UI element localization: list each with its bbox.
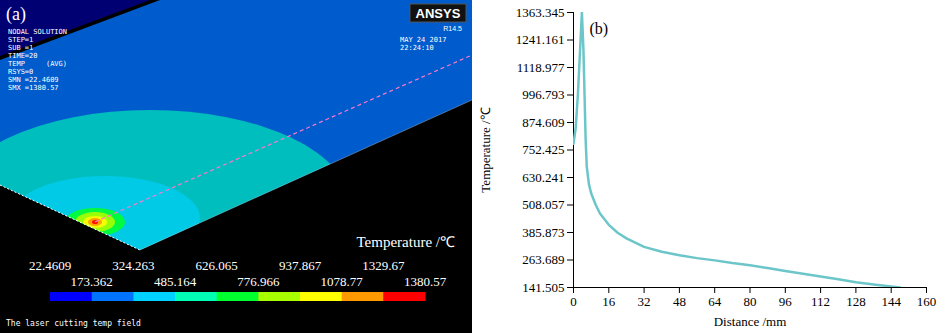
svg-text:48: 48 bbox=[673, 294, 686, 309]
svg-text:874.609: 874.609 bbox=[522, 115, 564, 130]
svg-text:385.873: 385.873 bbox=[522, 225, 564, 240]
svg-text:1241.161: 1241.161 bbox=[516, 32, 565, 47]
svg-text:1118.977: 1118.977 bbox=[517, 60, 565, 75]
svg-text:Temperature /℃: Temperature /℃ bbox=[478, 107, 493, 192]
svg-text:1380.57: 1380.57 bbox=[404, 274, 447, 289]
svg-text:SUB =1: SUB =1 bbox=[8, 44, 33, 52]
svg-text:22:24:10: 22:24:10 bbox=[400, 44, 434, 52]
svg-text:1363.345: 1363.345 bbox=[516, 5, 565, 20]
svg-text:SMN =22.4609: SMN =22.4609 bbox=[8, 76, 59, 84]
svg-text:ANSYS: ANSYS bbox=[416, 6, 461, 21]
svg-text:626.065: 626.065 bbox=[196, 258, 238, 273]
svg-text:324.263: 324.263 bbox=[112, 258, 154, 273]
svg-text:R14.5: R14.5 bbox=[443, 25, 462, 32]
svg-text:32: 32 bbox=[638, 294, 651, 309]
svg-text:(b): (b) bbox=[590, 20, 609, 38]
svg-text:263.689: 263.689 bbox=[522, 252, 564, 267]
svg-text:508.057: 508.057 bbox=[522, 197, 565, 212]
svg-text:1329.67: 1329.67 bbox=[362, 258, 405, 273]
svg-text:144: 144 bbox=[881, 294, 901, 309]
svg-text:630.241: 630.241 bbox=[522, 170, 564, 185]
svg-text:STEP=1: STEP=1 bbox=[8, 36, 33, 44]
svg-text:141.505: 141.505 bbox=[522, 280, 564, 295]
svg-text:1078.77: 1078.77 bbox=[321, 274, 364, 289]
svg-text:The laser cutting temp field: The laser cutting temp field bbox=[6, 319, 141, 328]
svg-text:752.425: 752.425 bbox=[522, 142, 564, 157]
svg-text:937.867: 937.867 bbox=[279, 258, 322, 273]
svg-text:NODAL SOLUTION: NODAL SOLUTION bbox=[8, 28, 67, 36]
svg-text:96: 96 bbox=[779, 294, 793, 309]
svg-text:173.362: 173.362 bbox=[71, 274, 113, 289]
svg-text:(a): (a) bbox=[6, 4, 26, 25]
svg-text:TEMP (AVG): TEMP (AVG) bbox=[8, 60, 67, 68]
svg-text:RSYS=0: RSYS=0 bbox=[8, 68, 33, 76]
svg-text:485.164: 485.164 bbox=[154, 274, 197, 289]
svg-text:64: 64 bbox=[708, 294, 722, 309]
svg-text:0: 0 bbox=[570, 294, 577, 309]
svg-text:16: 16 bbox=[602, 294, 616, 309]
svg-text:160: 160 bbox=[917, 294, 937, 309]
svg-text:776.966: 776.966 bbox=[237, 274, 280, 289]
svg-text:MAY 24 2017: MAY 24 2017 bbox=[400, 36, 446, 44]
svg-text:Temperature /℃: Temperature /℃ bbox=[357, 234, 456, 250]
svg-text:80: 80 bbox=[744, 294, 757, 309]
svg-text:128: 128 bbox=[846, 294, 866, 309]
svg-text:112: 112 bbox=[811, 294, 830, 309]
svg-text:TIME=20: TIME=20 bbox=[8, 52, 38, 60]
svg-text:996.793: 996.793 bbox=[522, 87, 564, 102]
svg-text:SMX =1380.57: SMX =1380.57 bbox=[8, 84, 59, 92]
svg-text:22.4609: 22.4609 bbox=[29, 258, 71, 273]
svg-text:Distance /mm: Distance /mm bbox=[714, 314, 787, 329]
